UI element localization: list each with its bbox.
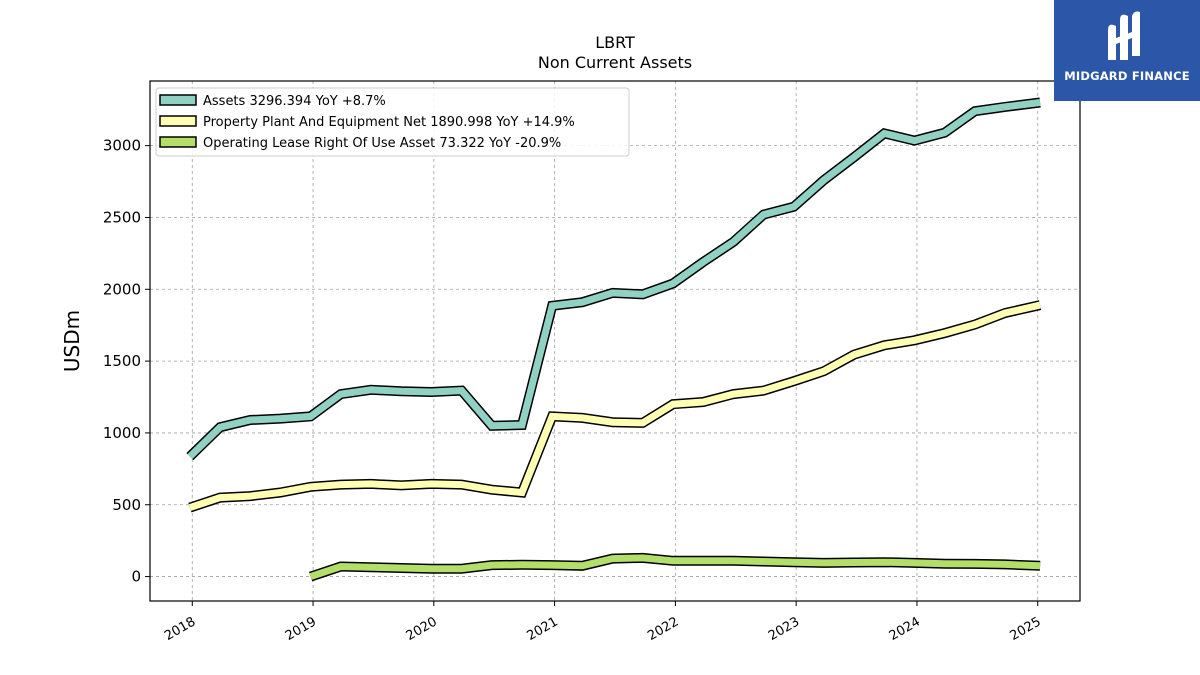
y-axis-ticks: 0 500 1000 1500 2000 2500 3000 (103, 137, 150, 586)
y-tick-label: 500 (112, 496, 141, 514)
series-line-0 (187, 99, 1041, 460)
y-tick-label: 2500 (103, 208, 141, 226)
y-axis-label: USDm (60, 310, 84, 372)
x-tick-label: 2019 (283, 614, 319, 644)
y-tick-label: 2000 (103, 280, 141, 298)
x-tick-label: 2018 (162, 614, 198, 644)
plot-area-frame (149, 80, 1081, 602)
legend-label-2: Operating Lease Right Of Use Asset 73.32… (203, 136, 561, 151)
y-tick-label: 3000 (103, 137, 141, 155)
legend-label-0: Assets 3296.394 YoY +8.7% (203, 94, 386, 109)
midgard-logo-icon (1108, 11, 1140, 61)
legend-label-1: Property Plant And Equipment Net 1890.99… (203, 115, 575, 130)
x-tick-label: 2024 (887, 614, 923, 644)
x-tick-label: 2020 (404, 614, 440, 644)
x-axis-ticks: 2018 2019 2020 2021 2022 2023 2024 2025 (162, 601, 1044, 644)
y-tick-label: 0 (131, 568, 141, 586)
legend-swatch-0 (159, 94, 197, 106)
legend-box (155, 87, 630, 157)
x-tick-label: 2023 (766, 614, 802, 644)
series-line-2 (309, 554, 1041, 580)
brand-logo-text: MIDGARD FINANCE (1064, 69, 1190, 83)
x-tick-label: 2025 (1008, 614, 1044, 644)
grid (150, 81, 1080, 601)
chart-subtitle: Non Current Assets (538, 53, 692, 72)
x-tick-label: 2022 (645, 614, 681, 644)
legend: Assets 3296.394 YoY +8.7% Property Plant … (155, 87, 630, 157)
x-tick-label: 2021 (524, 614, 560, 644)
y-tick-label: 1500 (103, 352, 141, 370)
y-tick-label: 1000 (103, 424, 141, 442)
legend-swatch-1 (159, 115, 197, 127)
series-lines (186, 97, 1042, 582)
series-line-1 (188, 301, 1041, 511)
chart-title: LBRT (595, 33, 635, 52)
legend-swatch-2 (159, 136, 197, 148)
brand-logo: MIDGARD FINANCE (1054, 0, 1200, 101)
